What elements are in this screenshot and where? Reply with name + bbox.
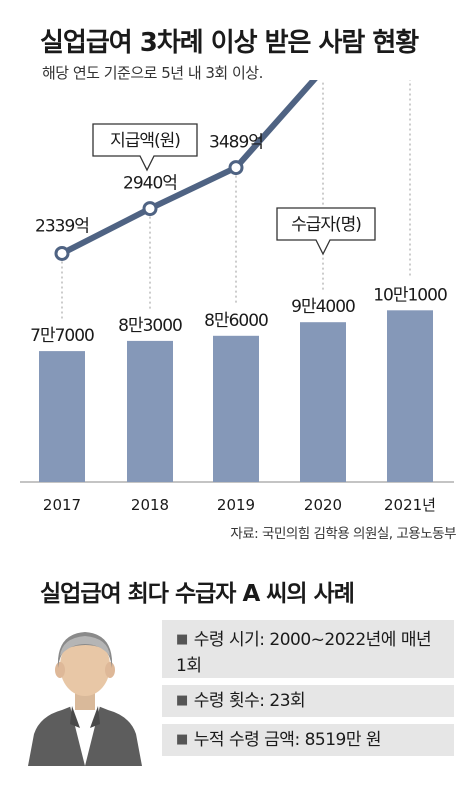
line-legend-callout-box: [92, 123, 198, 172]
page-subtitle: 해당 연도 기준으로 5년 내 3회 이상.: [42, 64, 263, 82]
bar-legend-callout: 수급자(명): [291, 215, 361, 235]
line-point: [228, 160, 244, 176]
case-info-count: ■ 수령 횟수: 23회: [162, 685, 454, 717]
bar: [127, 340, 173, 482]
line-data-label: 2940억: [123, 174, 177, 194]
bullet-icon: ■: [176, 732, 188, 747]
x-tick-label: 2021년: [384, 496, 436, 514]
line-point: [142, 201, 158, 217]
bar: [300, 322, 346, 482]
bar-data-label: 10만1000: [373, 285, 447, 305]
case-info-period: ■ 수령 시기: 2000~2022년에 매년 1회: [162, 620, 454, 678]
page-title: 실업급여 3차례 이상 받은 사람 현황: [40, 28, 419, 58]
bar: [387, 310, 433, 482]
x-tick-label: 2020: [304, 496, 342, 514]
case-info-text: 수령 횟수: 23회: [193, 691, 306, 711]
case-info-text: 수령 시기: 2000~2022년에 매년 1회: [176, 630, 432, 676]
bar-data-label: 9만4000: [291, 297, 355, 317]
person-silhouette-icon: [28, 632, 142, 766]
line-point: [54, 245, 70, 261]
case-info-text: 누적 수령 금액: 8519만 원: [193, 730, 382, 750]
x-tick-label: 2019: [217, 496, 255, 514]
bar: [213, 335, 259, 482]
combo-chart: 7만7000 8만3000 8만6000 9만4000 10만1000 2339억 2940…: [20, 80, 454, 514]
line-data-label: 2339억: [35, 216, 89, 236]
x-tick-label: 2018: [131, 496, 169, 514]
line-data-label: 3489억: [209, 133, 263, 153]
bar-data-label: 7만7000: [30, 326, 94, 346]
bullet-icon: ■: [176, 693, 188, 708]
case-info-amount: ■ 누적 수령 금액: 8519만 원: [162, 724, 454, 756]
case-title: 실업급여 최다 수급자 A 씨의 사례: [40, 581, 355, 607]
x-tick-label: 2017: [43, 496, 81, 514]
source-note: 자료: 국민의힘 김학용 의원실, 고용노동부: [230, 526, 456, 542]
line-legend-callout: 지급액(원): [110, 131, 180, 151]
bullet-icon: ■: [176, 632, 188, 647]
bar-data-label: 8만3000: [118, 316, 182, 336]
bar: [39, 351, 85, 482]
bar-data-label: 8만6000: [204, 311, 268, 331]
bar-legend-callout-box: [276, 207, 376, 256]
